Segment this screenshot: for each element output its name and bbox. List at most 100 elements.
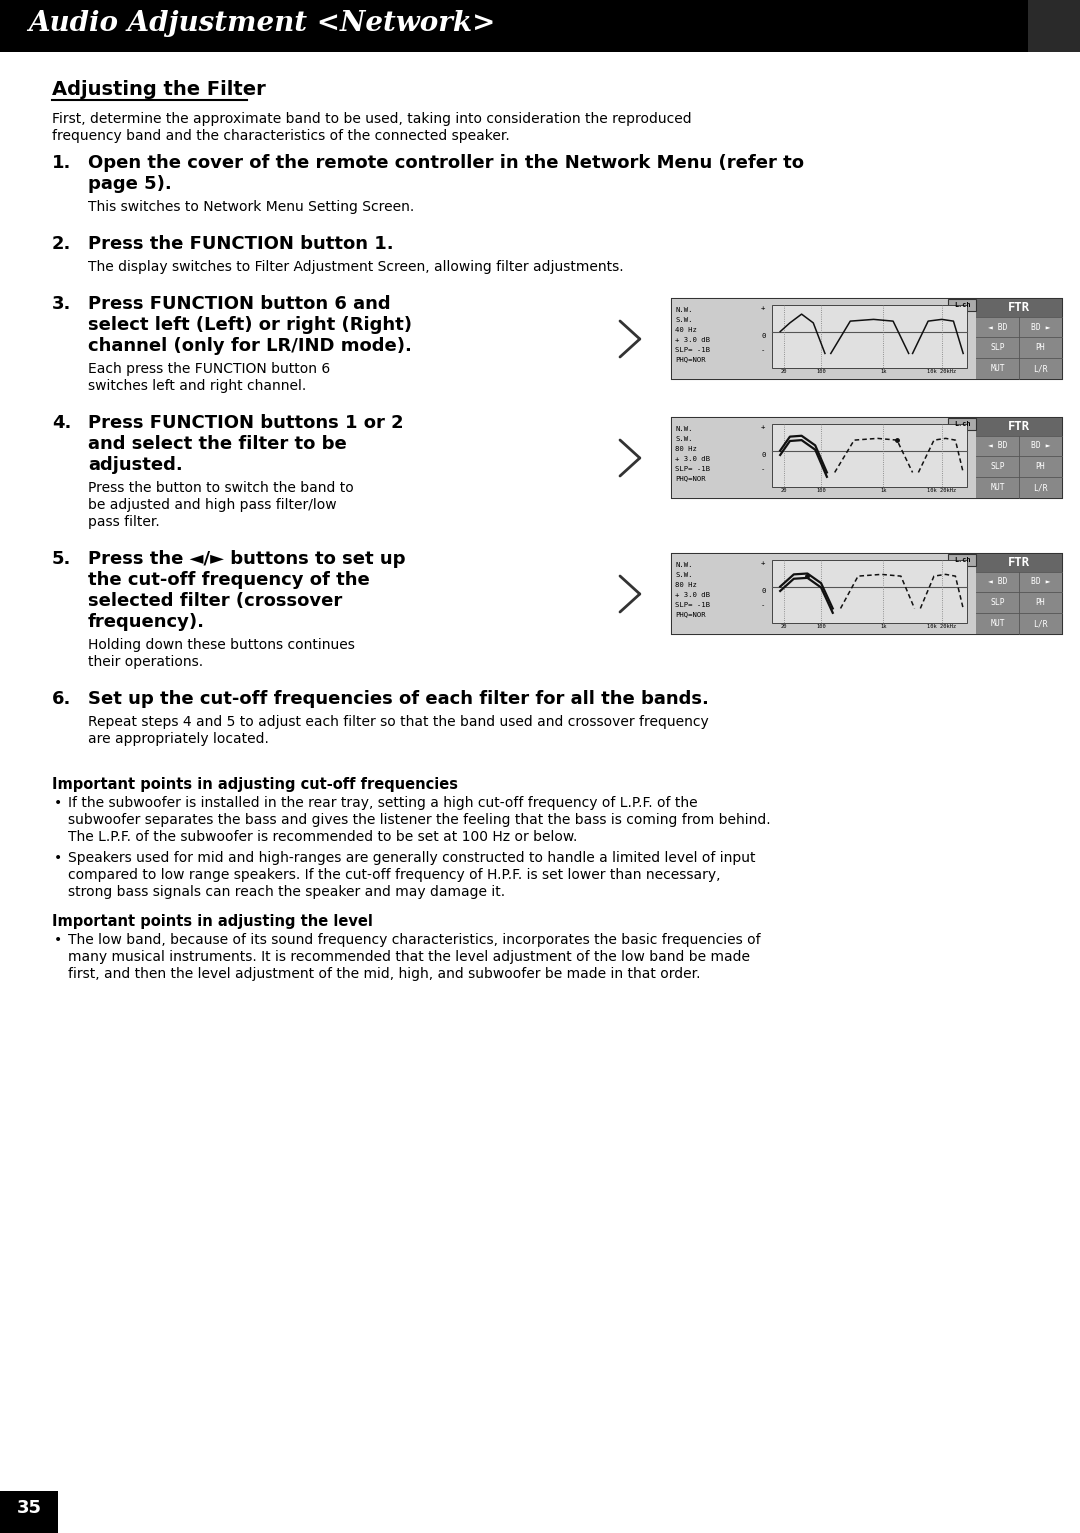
Text: PH: PH [1036, 463, 1045, 471]
Text: The display switches to Filter Adjustment Screen, allowing filter adjustments.: The display switches to Filter Adjustmen… [87, 261, 623, 274]
Text: 20: 20 [781, 487, 787, 492]
Bar [672, 299, 1062, 379]
Text: 20: 20 [781, 369, 787, 374]
Text: 1k: 1k [880, 487, 887, 492]
Text: PH: PH [1036, 343, 1045, 353]
Text: first, and then the level adjustment of the mid, high, and subwoofer be made in : first, and then the level adjustment of … [68, 967, 701, 981]
Text: MUT: MUT [990, 365, 1005, 373]
Text: 4.: 4. [52, 414, 71, 432]
Bar [948, 419, 976, 429]
Bar [672, 553, 976, 635]
Text: Press FUNCTION buttons 1 or 2: Press FUNCTION buttons 1 or 2 [87, 414, 404, 432]
Text: L/R: L/R [1034, 483, 1048, 492]
Text: Holding down these buttons continues: Holding down these buttons continues [87, 638, 355, 652]
Text: ◄ BD: ◄ BD [988, 442, 1008, 451]
Bar [976, 553, 1062, 635]
Text: SLP= -1B: SLP= -1B [675, 346, 710, 353]
Text: + 3.0 dB: + 3.0 dB [675, 457, 710, 463]
Bar [772, 561, 967, 622]
Text: Important points in adjusting cut-off frequencies: Important points in adjusting cut-off fr… [52, 777, 458, 793]
Text: First, determine the approximate band to be used, taking into consideration the : First, determine the approximate band to… [52, 112, 691, 126]
Text: SLP= -1B: SLP= -1B [675, 466, 710, 472]
Text: Press the button to switch the band to: Press the button to switch the band to [87, 481, 354, 495]
Bar [0, 1492, 58, 1533]
Bar [976, 299, 1062, 317]
Text: SLP: SLP [990, 598, 1005, 607]
Text: •: • [54, 851, 63, 865]
Text: •: • [54, 934, 63, 947]
Text: Each press the FUNCTION button 6: Each press the FUNCTION button 6 [87, 362, 330, 376]
Text: •: • [54, 796, 63, 809]
Text: 3.: 3. [52, 294, 71, 313]
Text: and select the filter to be: and select the filter to be [87, 435, 347, 452]
Text: L/R: L/R [1034, 619, 1048, 629]
Text: +: + [761, 305, 766, 311]
Bar [672, 419, 976, 498]
Text: 10k 20kHz: 10k 20kHz [927, 369, 957, 374]
Bar [672, 553, 1062, 635]
Text: frequency band and the characteristics of the connected speaker.: frequency band and the characteristics o… [52, 129, 510, 143]
Text: 1k: 1k [880, 369, 887, 374]
Text: select left (Left) or right (Right): select left (Left) or right (Right) [87, 316, 411, 334]
Text: L.ch: L.ch [954, 302, 971, 308]
Text: SLP: SLP [990, 463, 1005, 471]
Text: Speakers used for mid and high-ranges are generally constructed to handle a limi: Speakers used for mid and high-ranges ar… [68, 851, 756, 865]
Text: Repeat steps 4 and 5 to adjust each filter so that the band used and crossover f: Repeat steps 4 and 5 to adjust each filt… [87, 714, 708, 730]
Text: Important points in adjusting the level: Important points in adjusting the level [52, 914, 373, 929]
Text: their operations.: their operations. [87, 655, 203, 668]
Text: selected filter (crossover: selected filter (crossover [87, 592, 342, 610]
Text: N.W.: N.W. [675, 563, 692, 569]
Text: 1.: 1. [52, 153, 71, 172]
Text: -: - [761, 346, 766, 353]
Text: many musical instruments. It is recommended that the level adjustment of the low: many musical instruments. It is recommen… [68, 950, 750, 964]
Text: N.W.: N.W. [675, 307, 692, 313]
Bar [976, 553, 1062, 572]
Text: L/R: L/R [1034, 365, 1048, 373]
Text: +: + [761, 560, 766, 566]
Text: Audio Adjustment <Network>: Audio Adjustment <Network> [28, 11, 496, 37]
Bar [976, 419, 1062, 435]
Bar [948, 553, 976, 566]
Text: 0: 0 [761, 589, 766, 595]
Text: If the subwoofer is installed in the rear tray, setting a high cut-off frequency: If the subwoofer is installed in the rea… [68, 796, 698, 809]
Text: pass filter.: pass filter. [87, 515, 160, 529]
Text: PHQ=NOR: PHQ=NOR [675, 612, 705, 618]
Text: -: - [761, 602, 766, 609]
Text: 80 Hz: 80 Hz [675, 446, 697, 452]
Bar [976, 299, 1062, 379]
Text: frequency).: frequency). [87, 613, 205, 632]
Text: Press FUNCTION button 6 and: Press FUNCTION button 6 and [87, 294, 391, 313]
Text: L.ch: L.ch [954, 556, 971, 563]
Text: BD ►: BD ► [1030, 322, 1050, 331]
Text: L.ch: L.ch [954, 422, 971, 428]
Text: PHQ=NOR: PHQ=NOR [675, 357, 705, 363]
Text: FTR: FTR [1008, 420, 1030, 434]
Text: the cut-off frequency of the: the cut-off frequency of the [87, 570, 369, 589]
Text: 100: 100 [816, 369, 826, 374]
Text: + 3.0 dB: + 3.0 dB [675, 337, 710, 343]
Text: 6.: 6. [52, 690, 71, 708]
Text: FTR: FTR [1008, 302, 1030, 314]
Text: 10k 20kHz: 10k 20kHz [927, 487, 957, 492]
Text: strong bass signals can reach the speaker and may damage it.: strong bass signals can reach the speake… [68, 885, 505, 898]
Bar [1028, 0, 1080, 52]
Text: 5.: 5. [52, 550, 71, 569]
Text: S.W.: S.W. [675, 317, 692, 322]
Bar [976, 419, 1062, 498]
Text: FTR: FTR [1008, 556, 1030, 569]
Bar [948, 299, 976, 311]
Bar [672, 419, 1062, 498]
Text: Open the cover of the remote controller in the Network Menu (refer to: Open the cover of the remote controller … [87, 153, 804, 172]
Text: + 3.0 dB: + 3.0 dB [675, 592, 710, 598]
Text: 0: 0 [761, 452, 766, 458]
Bar [672, 299, 976, 379]
Bar [0, 0, 1080, 52]
Text: channel (only for LR/IND mode).: channel (only for LR/IND mode). [87, 337, 411, 356]
Text: N.W.: N.W. [675, 426, 692, 432]
Text: compared to low range speakers. If the cut-off frequency of H.P.F. is set lower : compared to low range speakers. If the c… [68, 868, 720, 881]
Text: MUT: MUT [990, 619, 1005, 629]
Text: 20: 20 [781, 624, 787, 629]
Text: The low band, because of its sound frequency characteristics, incorporates the b: The low band, because of its sound frequ… [68, 934, 760, 947]
Text: subwoofer separates the bass and gives the listener the feeling that the bass is: subwoofer separates the bass and gives t… [68, 812, 771, 826]
Text: 2.: 2. [52, 235, 71, 253]
